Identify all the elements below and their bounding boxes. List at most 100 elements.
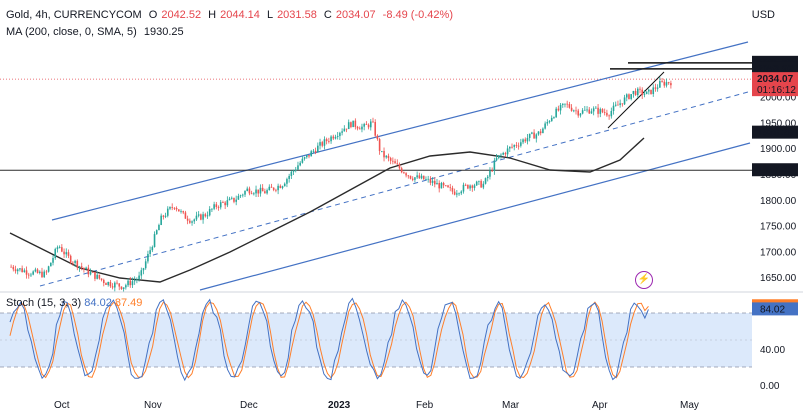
candle-body — [484, 178, 487, 184]
candle-body — [542, 128, 544, 134]
candle-body — [255, 189, 257, 194]
candle-body — [372, 121, 374, 123]
candle-body — [537, 131, 540, 135]
high-label: H — [208, 9, 217, 21]
candle-body — [447, 185, 449, 188]
candle-body — [120, 286, 123, 290]
candle-body — [125, 285, 127, 288]
candle-body — [308, 154, 310, 157]
candle-body — [442, 182, 445, 186]
candle-body — [317, 145, 319, 153]
price-pane[interactable] — [0, 41, 752, 292]
candle-body — [310, 151, 313, 157]
price-badge-label: 1930.25 — [757, 128, 794, 139]
candle-body — [634, 90, 637, 96]
candle-body — [654, 87, 657, 89]
candle-body — [378, 139, 381, 151]
candle-body — [588, 109, 591, 114]
ma-label: MA (200, close, 0, SMA, 5) — [6, 26, 137, 38]
price-badge-label: 2034.07 — [757, 74, 794, 85]
stoch-tick-label: 0.00 — [760, 381, 780, 392]
candle-body — [433, 180, 436, 185]
candle-body — [575, 110, 577, 112]
candle-body — [489, 170, 491, 177]
candle-body — [347, 122, 350, 130]
candle-body — [486, 176, 489, 179]
candle-body — [19, 268, 21, 270]
candle-body — [138, 275, 140, 280]
candle-body — [559, 104, 562, 111]
candle-body — [36, 269, 39, 274]
candle-body — [140, 270, 143, 276]
candle-body — [396, 163, 399, 165]
candle-body — [54, 249, 57, 258]
candle-body — [78, 266, 81, 268]
candle-body — [14, 269, 17, 272]
candle-body — [180, 211, 182, 212]
candle-body — [553, 117, 555, 118]
candle-body — [111, 286, 114, 288]
candle-body — [471, 185, 474, 188]
candle-body — [65, 252, 68, 255]
candle-body — [643, 94, 646, 95]
candle-body — [363, 124, 365, 127]
candle-body — [566, 103, 568, 105]
candle-body — [173, 207, 176, 209]
candle-body — [297, 165, 299, 170]
candle-body — [10, 266, 12, 268]
candle-body — [314, 150, 317, 153]
stoch-tick-label: 40.00 — [760, 345, 785, 356]
symbol-label: Gold, 4h, CURRENCYCOM — [6, 9, 142, 21]
candle-body — [47, 266, 50, 272]
candle-body — [197, 214, 200, 216]
time-tick-label: Mar — [502, 400, 520, 411]
candle-body — [336, 136, 339, 137]
candle-body — [186, 218, 189, 221]
time-tick-label: May — [680, 400, 699, 411]
candle-body — [23, 270, 26, 273]
candle-body — [261, 187, 264, 192]
candle-body — [568, 104, 571, 108]
candle-body — [621, 103, 624, 105]
candle-body — [257, 189, 260, 194]
stoch-d-value: 87.49 — [114, 297, 143, 309]
candle-body — [628, 94, 630, 99]
candle-body — [226, 200, 229, 206]
stoch-label: Stoch (15, 3, 3) — [6, 297, 82, 309]
candle-body — [230, 197, 233, 199]
candle-body — [345, 128, 348, 130]
candle-body — [127, 280, 129, 286]
candle-body — [376, 135, 379, 140]
candle-body — [524, 139, 527, 142]
candle-body — [80, 266, 83, 268]
candle-body — [144, 261, 147, 269]
candle-body — [339, 132, 341, 137]
lightning-icon[interactable]: ⚡ — [635, 271, 653, 289]
candle-body — [27, 274, 30, 276]
candle-body — [645, 91, 648, 95]
candle-body — [237, 195, 240, 200]
candle-body — [515, 145, 518, 146]
stoch-legend: Stoch (15, 3, 3) 84.02 87.49 — [6, 297, 142, 309]
candle-body — [573, 110, 575, 112]
candle-body — [411, 178, 414, 180]
candle-body — [528, 133, 531, 138]
candle-body — [89, 272, 92, 275]
candle-body — [102, 279, 105, 284]
candle-body — [592, 108, 595, 112]
candle-body — [228, 198, 231, 201]
candle-body — [87, 267, 90, 275]
candle-body — [427, 178, 429, 180]
time-tick-label: Oct — [54, 400, 70, 411]
candle-body — [41, 271, 43, 278]
candle-body — [462, 184, 465, 192]
candle-body — [601, 109, 604, 113]
time-tick-label: Apr — [592, 400, 608, 411]
open-value: 2042.52 — [161, 9, 202, 21]
stoch-pane[interactable] — [0, 297, 752, 382]
candle-body — [52, 257, 54, 263]
candle-body — [663, 81, 666, 86]
candle-body — [25, 270, 28, 275]
candle-body — [511, 146, 513, 148]
